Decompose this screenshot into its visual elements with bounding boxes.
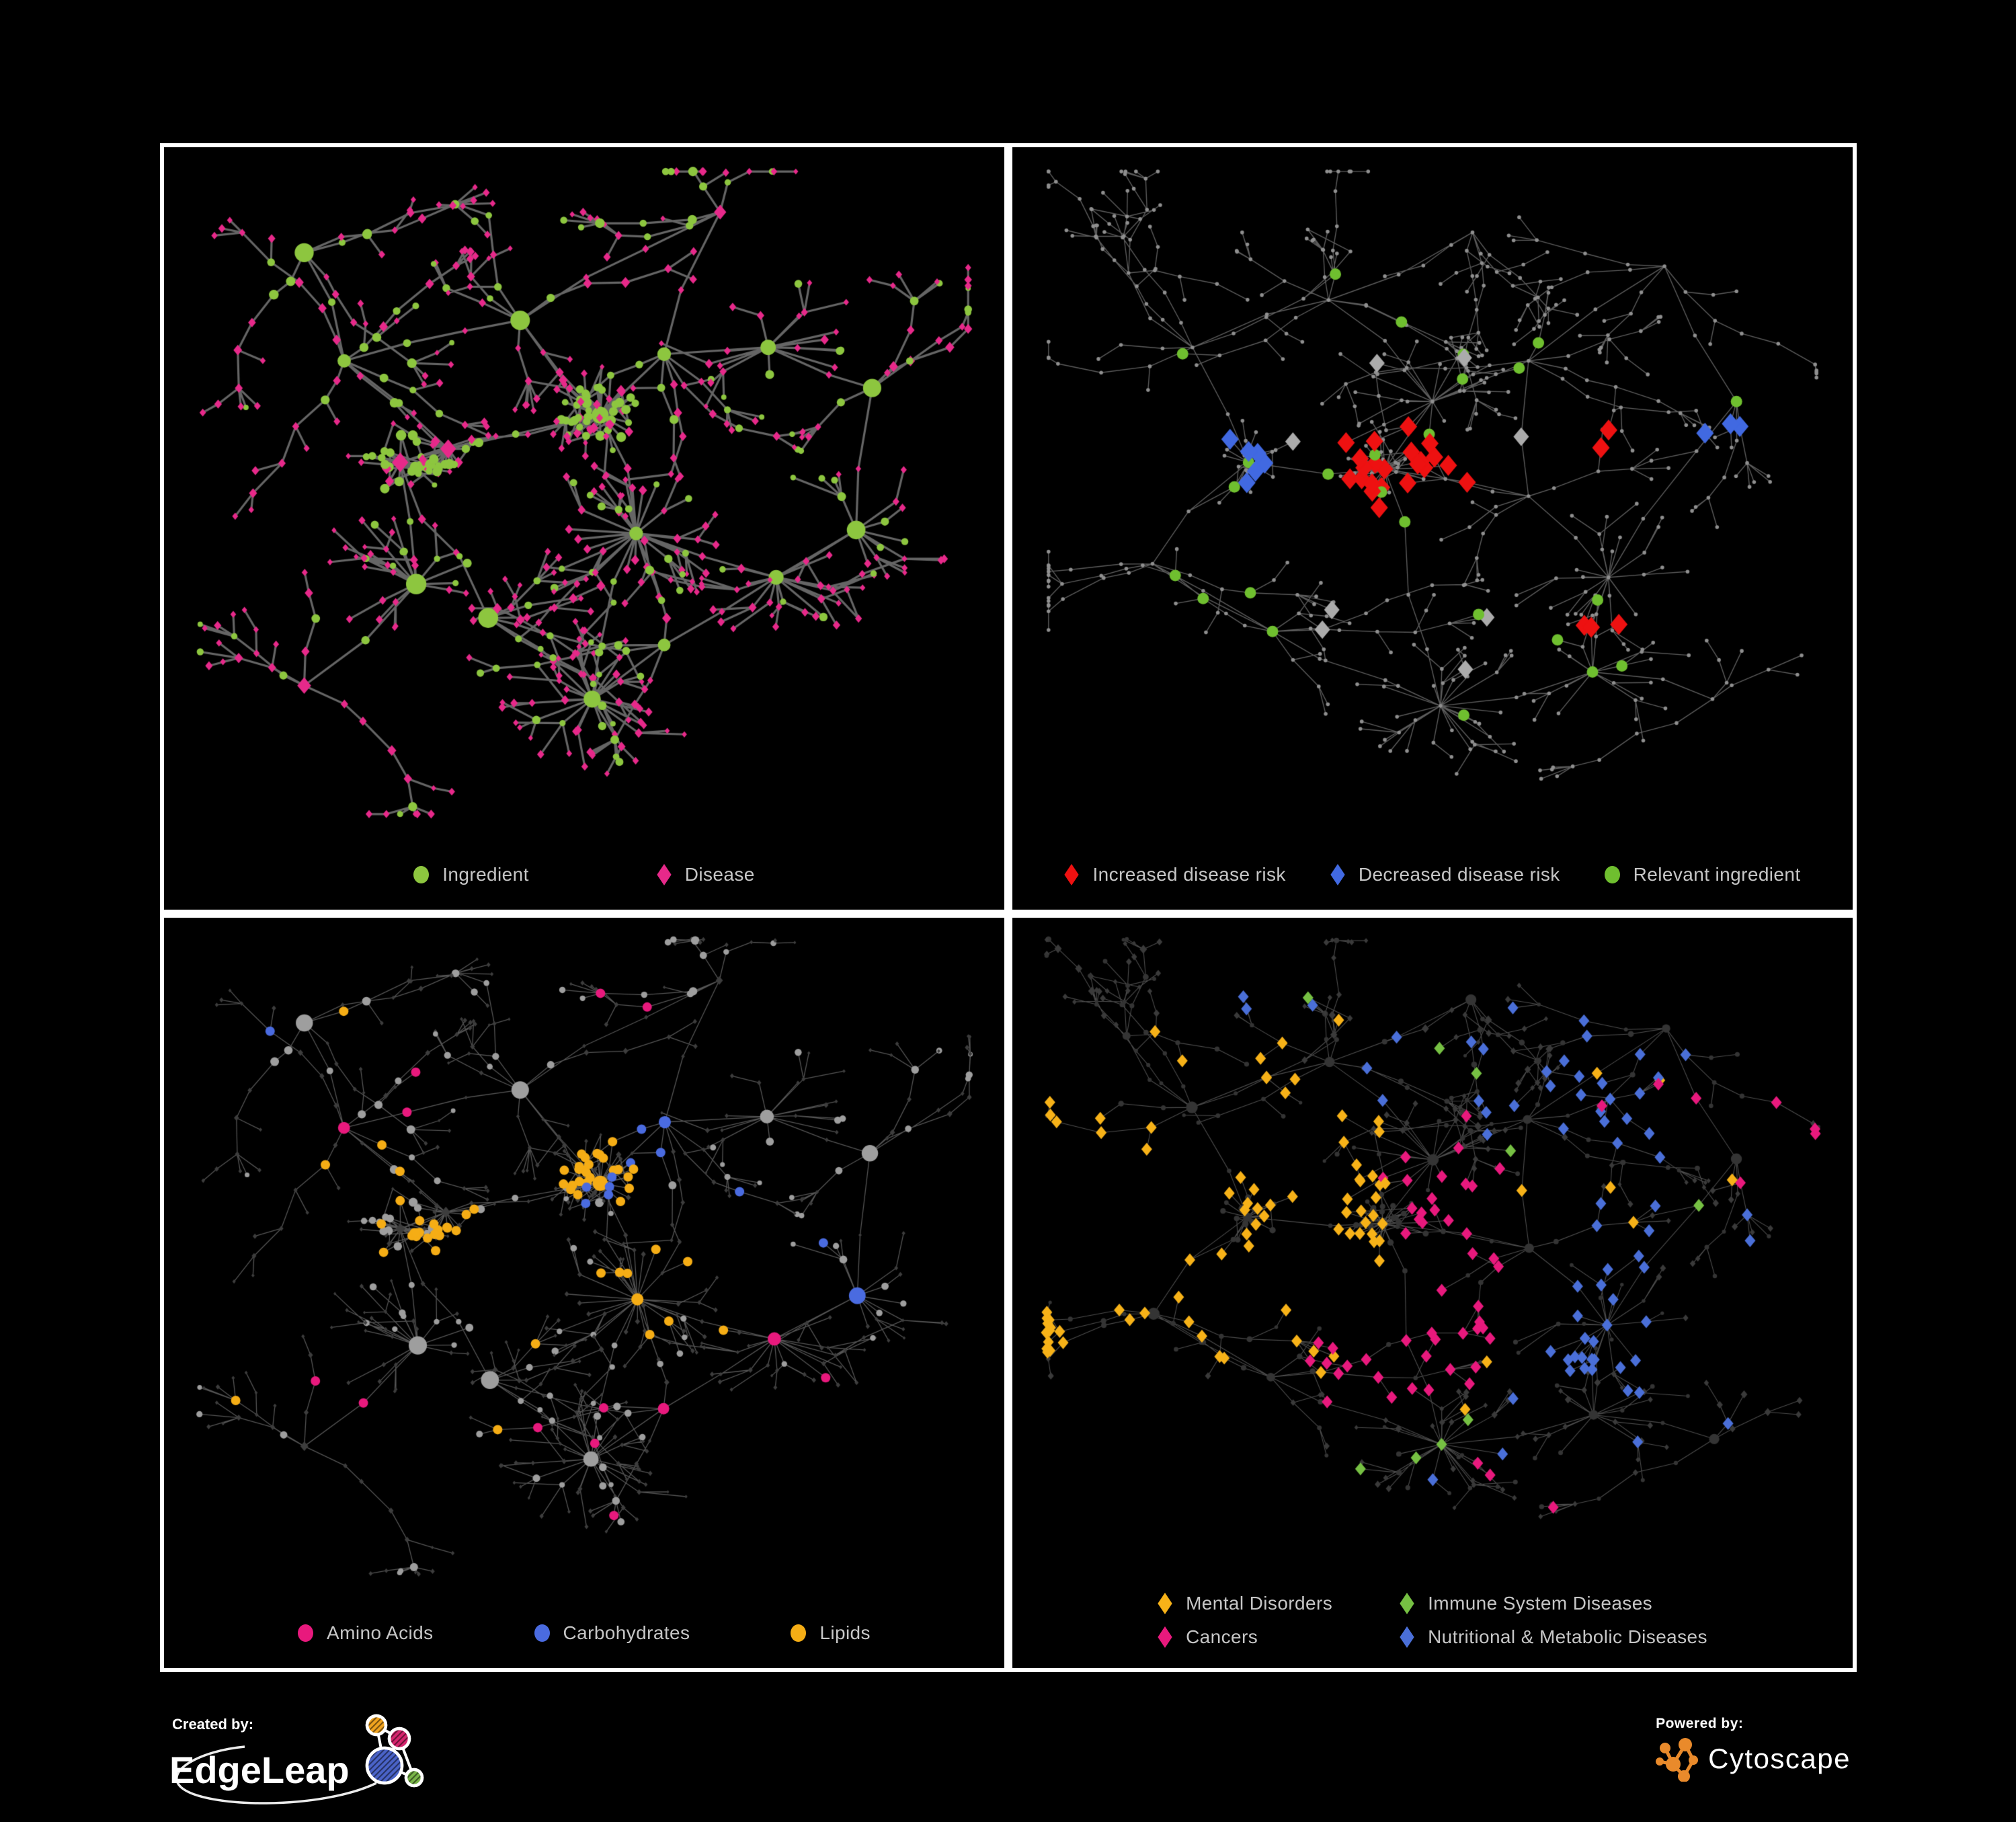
- circle-marker-icon: [1604, 866, 1620, 883]
- panel-grid: Ingredient Disease Increased disease risk…: [160, 143, 1857, 1672]
- legend-label: Ingredient: [442, 864, 529, 885]
- diamond-marker-icon: [657, 864, 672, 885]
- legend-item-mental-disorders: Mental Disorders: [1158, 1593, 1400, 1614]
- legend-item-relevant-ingredient: Relevant ingredient: [1604, 864, 1801, 885]
- legend-item-cancers: Cancers: [1158, 1626, 1400, 1648]
- diamond-marker-icon: [1400, 1593, 1414, 1614]
- legend-item-lipids: Lipids: [791, 1622, 871, 1644]
- legend-disease-risk: Increased disease risk Decreased disease …: [1012, 840, 1853, 910]
- legend-item-carbohydrates: Carbohydrates: [534, 1622, 690, 1644]
- circle-marker-icon: [413, 866, 430, 883]
- powered-by-label: Powered by:: [1656, 1716, 1744, 1731]
- network-graph-ingredient-disease: [164, 147, 1004, 840]
- legend-label: Amino Acids: [327, 1622, 434, 1643]
- legend-label: Nutritional & Metabolic Diseases: [1428, 1626, 1707, 1647]
- legend-item-decreased-disease-risk: Decreased disease risk: [1330, 864, 1560, 885]
- legend-item-immune-system-diseases: Immune System Diseases: [1400, 1593, 1652, 1614]
- cytoscape-name: Cytoscape: [1708, 1743, 1851, 1774]
- diamond-marker-icon: [1158, 1593, 1172, 1614]
- legend-label: Cancers: [1186, 1626, 1258, 1647]
- edgeleap-brand-text: EdgeLeap: [169, 1749, 350, 1791]
- legend-label: Carbohydrates: [563, 1622, 690, 1643]
- legend-label: Lipids: [819, 1622, 871, 1643]
- legend-nutrient-classes: Amino Acids Carbohydrates Lipids: [164, 1598, 1004, 1668]
- panel-disease-risk: Increased disease risk Decreased disease …: [1008, 143, 1857, 914]
- diamond-marker-icon: [1400, 1626, 1414, 1648]
- legend-label: Decreased disease risk: [1358, 864, 1560, 885]
- circle-marker-icon: [534, 1624, 550, 1642]
- edgeleap-swoosh: [175, 1745, 377, 1805]
- legend-label: Disease: [684, 864, 755, 885]
- legend-label: Mental Disorders: [1186, 1593, 1333, 1614]
- cytoscape-credit: Powered by: Cytoscape: [1654, 1716, 1851, 1782]
- edgeleap-credit: Created by: EdgeLeap: [163, 1708, 539, 1822]
- legend-ingredient-disease: Ingredient Disease: [164, 840, 1004, 910]
- legend-item-increased-disease-risk: Increased disease risk: [1064, 864, 1285, 885]
- network-graph-nutrient-classes: [164, 918, 1004, 1598]
- panel-nutrient-classes: Amino Acids Carbohydrates Lipids: [160, 914, 1008, 1672]
- diamond-marker-icon: [1064, 864, 1080, 885]
- panel-ingredient-disease: Ingredient Disease: [160, 143, 1008, 914]
- legend-label: Relevant ingredient: [1633, 864, 1801, 885]
- legend-item-ingredient: Ingredient: [413, 864, 529, 885]
- edgeleap-logo: Created by: EdgeLeap: [169, 1714, 424, 1805]
- panel-disease-classes: Mental Disorders Immune System Diseases Ca…: [1008, 914, 1857, 1672]
- diamond-marker-icon: [1158, 1626, 1172, 1648]
- network-graph-disease-risk: [1012, 147, 1853, 840]
- legend-item-amino-acids: Amino Acids: [298, 1622, 433, 1644]
- created-by-label: Created by:: [172, 1716, 253, 1733]
- legend-label: Increased disease risk: [1092, 864, 1286, 885]
- legend-item-nutritional-metabolic-diseases: Nutritional & Metabolic Diseases: [1400, 1626, 1707, 1648]
- circle-marker-icon: [791, 1624, 807, 1642]
- edgeleap-glyph-nodes: [365, 1714, 424, 1788]
- circle-marker-icon: [298, 1624, 314, 1642]
- network-graph-disease-classes: [1012, 918, 1853, 1573]
- legend-disease-classes: Mental Disorders Immune System Diseases Ca…: [1012, 1573, 1853, 1668]
- diamond-marker-icon: [1330, 864, 1345, 885]
- legend-item-disease: Disease: [657, 864, 755, 885]
- cytoscape-icon: [1656, 1738, 1699, 1782]
- legend-label: Immune System Diseases: [1428, 1593, 1653, 1614]
